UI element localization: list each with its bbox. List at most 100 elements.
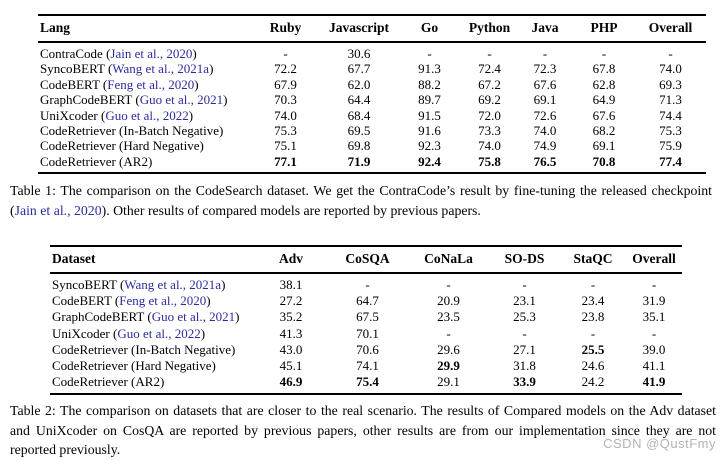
value-cell: 23.4	[581, 293, 605, 309]
model-name: CodeRetriever (In-Batch Negative)	[40, 123, 224, 139]
value-cell: -	[651, 325, 657, 341]
table-row: ContraCode (Jain et al., 2020) - 30.6 - - - - -	[38, 42, 706, 61]
value-cell: 67.7	[347, 61, 371, 77]
column-header: StaQC	[560, 246, 626, 274]
value-cell: -	[446, 277, 451, 292]
table-row: CodeRetriever (Hard Negative) 75.1 69.8 92.…	[38, 138, 706, 153]
value-cell: 27.1	[513, 341, 536, 357]
value-cell: 27.2	[279, 293, 303, 309]
column-header: Javascript	[321, 15, 397, 43]
value-cell: -	[522, 277, 527, 292]
model-label: GraphCodeBERT (Guo et al., 2021)	[50, 309, 255, 325]
model-name: )	[206, 293, 211, 309]
citation-link[interactable]: Jain et al., 2020	[14, 202, 102, 218]
model-name: CodeRetriever (In-Batch Negative)	[52, 341, 236, 357]
value-cell: 62.8	[592, 76, 616, 92]
value-cell: 75.3	[659, 123, 682, 139]
value-cell: 74.9	[533, 138, 557, 154]
value-cell: 31.9	[642, 293, 666, 309]
model-label: CodeRetriever (AR2)	[38, 154, 250, 173]
value-cell: 77.4	[659, 153, 682, 169]
value-cell: 70.8	[592, 153, 616, 169]
model-label: CodeRetriever (Hard Negative)	[50, 358, 255, 374]
model-name: )	[194, 76, 199, 92]
value-cell: 70.1	[356, 325, 379, 341]
codesearch-results-table: Lang Ruby Javascript Go Python Java PHP Overall…	[38, 14, 706, 175]
table-row: GraphCodeBERT (Guo et al., 2021) 70.3 64.4…	[38, 92, 706, 107]
value-cell: 64.7	[356, 293, 379, 309]
value-cell: 41.1	[642, 358, 666, 374]
value-cell: 74.1	[356, 358, 379, 374]
value-cell: 25.3	[513, 309, 536, 325]
model-name: CodeRetriever (Hard Negative)	[40, 138, 204, 154]
model-name: CodeRetriever (AR2)	[52, 374, 165, 390]
citation-link[interactable]: Feng et al., 2020	[119, 293, 207, 309]
value-cell: -	[446, 325, 451, 341]
value-cell: 74.4	[659, 107, 682, 123]
value-cell: 67.6	[592, 107, 616, 123]
citation-link[interactable]: Guo et al., 2022	[105, 107, 189, 123]
value-cell: 70.6	[356, 341, 379, 357]
table1-caption: Table 1: The comparison on the CodeSearc…	[10, 181, 712, 220]
value-cell: -	[365, 277, 370, 292]
value-cell: 74.0	[533, 123, 557, 139]
value-cell: 23.8	[581, 309, 605, 325]
value-cell: 62.0	[347, 76, 371, 92]
value-cell: 69.1	[592, 138, 616, 154]
citation-link[interactable]: Guo et al., 2021	[139, 92, 224, 108]
value-cell: 92.4	[418, 153, 441, 169]
citation-link[interactable]: Feng et al., 2020	[107, 76, 195, 92]
value-cell: 46.9	[279, 374, 303, 390]
model-name: CodeRetriever (AR2)	[40, 153, 153, 169]
model-label: CodeRetriever (In-Batch Negative)	[38, 123, 250, 138]
header-row: Lang Ruby Javascript Go Python Java PHP Overall	[38, 15, 706, 43]
value-cell: 89.7	[418, 92, 441, 108]
model-name: UniXcoder (	[52, 325, 118, 341]
value-cell: 29.1	[437, 374, 460, 390]
table-row: UniXcoder (Guo et al., 2022) 41.3 70.1 - - - -	[50, 326, 682, 342]
value-cell: 88.2	[418, 76, 441, 92]
value-cell: 23.1	[513, 293, 536, 309]
value-cell: 69.5	[347, 123, 371, 139]
value-cell: 70.3	[274, 92, 297, 108]
model-label: SyncoBERT (Wang et al., 2021a)	[50, 273, 255, 293]
model-name: )	[209, 61, 214, 77]
table-row: CodeBERT (Feng et al., 2020) 67.9 62.0 88.2…	[38, 77, 706, 92]
citation-link[interactable]: Guo et al., 2021	[151, 309, 236, 325]
citation-link[interactable]: Jain et al., 2020	[110, 46, 193, 61]
caption-text: Table 2: The comparison on datasets that…	[10, 403, 716, 457]
table1-container: Lang Ruby Javascript Go Python Java PHP Overall…	[38, 14, 706, 175]
value-cell: -	[487, 46, 492, 61]
value-cell: 75.9	[659, 138, 682, 154]
value-cell: 64.9	[592, 92, 616, 108]
value-cell: 71.3	[659, 92, 682, 108]
model-name: CodeRetriever (Hard Negative)	[52, 358, 216, 374]
citation-link[interactable]: Guo et al., 2022	[117, 325, 201, 341]
value-cell: 73.3	[478, 123, 501, 139]
value-cell: -	[601, 46, 607, 61]
model-name: )	[200, 325, 206, 341]
value-cell: 69.8	[347, 138, 371, 154]
value-cell: 68.4	[347, 107, 371, 123]
table-row: CodeBERT (Feng et al., 2020) 27.2 64.7 20.9…	[50, 293, 682, 309]
column-header: PHP	[573, 15, 635, 43]
real-scenario-results-table: Dataset Adv CoSQA CoNaLa SO-DS StaQC Overall Sy…	[50, 245, 682, 396]
model-label: CodeRetriever (Hard Negative)	[38, 138, 250, 153]
citation-link[interactable]: Wang et al., 2021a	[124, 277, 222, 292]
citation-link[interactable]: Wang et al., 2021a	[112, 61, 210, 77]
value-cell: 75.1	[274, 138, 297, 154]
value-cell: 72.2	[274, 61, 297, 77]
model-name: CodeBERT (	[52, 293, 120, 309]
value-cell: 75.4	[356, 374, 379, 390]
column-header: Dataset	[50, 246, 255, 274]
value-cell: 75.3	[274, 123, 297, 139]
value-cell: 24.2	[581, 374, 605, 390]
model-name: SyncoBERT (	[52, 277, 125, 292]
value-cell: 71.9	[347, 153, 371, 169]
value-cell: 39.0	[642, 341, 666, 357]
model-name: )	[235, 309, 240, 325]
value-cell: 67.2	[478, 76, 501, 92]
table-row: CodeRetriever (In-Batch Negative) 75.3 69.…	[38, 123, 706, 138]
value-cell: 77.1	[274, 153, 297, 169]
